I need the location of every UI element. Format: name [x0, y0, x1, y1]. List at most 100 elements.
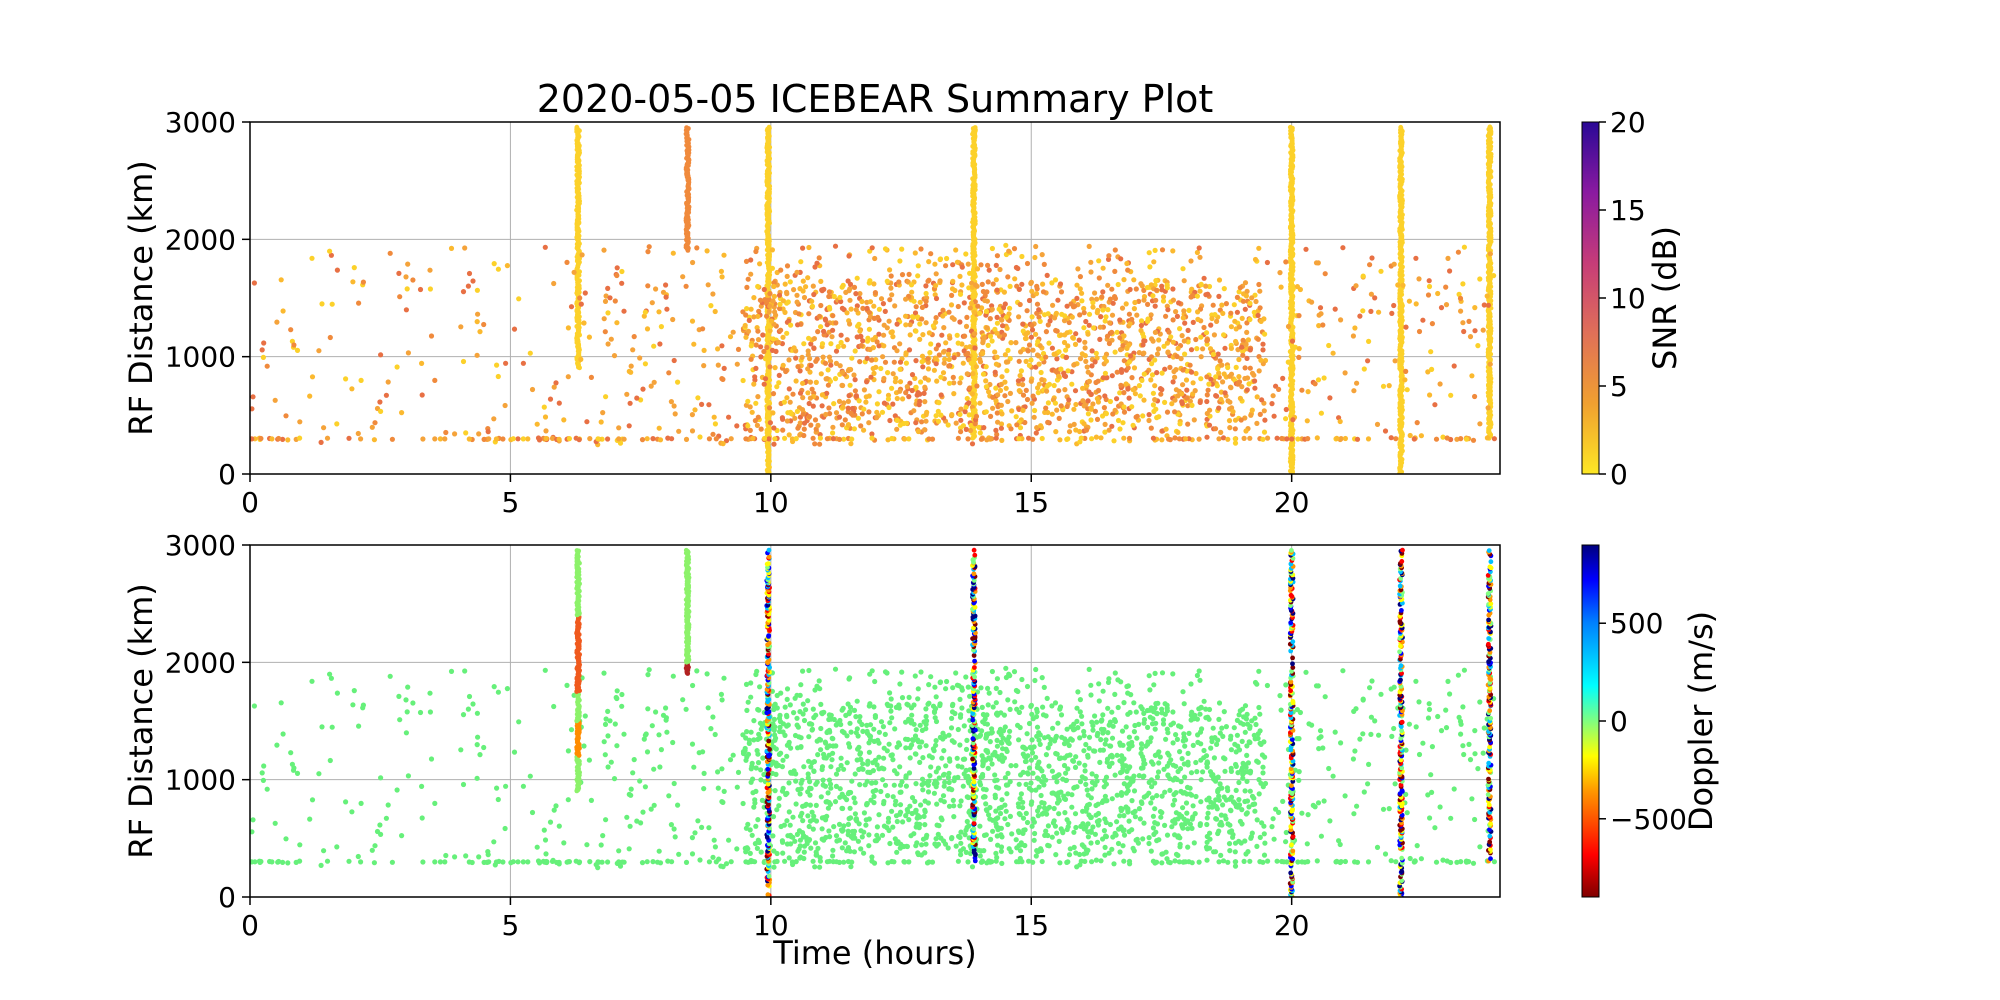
snr-point: [1131, 277, 1137, 283]
snr-point: [1485, 405, 1491, 411]
snr-point: [888, 329, 894, 335]
snr-point: [1227, 425, 1233, 431]
snr-point: [853, 307, 859, 313]
snr-point: [631, 334, 637, 340]
snr-point: [762, 297, 768, 303]
snr-point: [695, 395, 701, 401]
snr-point: [644, 326, 651, 332]
snr-point: [924, 409, 930, 415]
snr-point: [432, 377, 438, 383]
snr-point: [1455, 249, 1461, 255]
snr-point: [966, 400, 972, 406]
snr-point: [744, 306, 750, 312]
snr-point: [1210, 351, 1217, 357]
snr-point: [1187, 362, 1193, 368]
snr-point: [807, 395, 814, 401]
snr-point: [923, 290, 929, 297]
doppler-point: [798, 682, 804, 688]
snr-point: [1155, 346, 1162, 352]
snr-point: [949, 315, 955, 321]
snr-point: [419, 392, 425, 398]
doppler-point: [889, 715, 895, 721]
snr-point: [280, 308, 286, 314]
snr-point: [999, 374, 1005, 380]
snr-point: [928, 251, 934, 257]
snr-point: [1295, 436, 1301, 442]
snr-streak-point: [766, 124, 772, 130]
snr-point: [891, 359, 897, 365]
snr-point: [1194, 249, 1200, 256]
snr-point: [943, 340, 949, 346]
snr-point: [919, 304, 926, 310]
snr-point: [543, 428, 549, 434]
snr-point: [1079, 290, 1085, 296]
snr-point: [1115, 281, 1121, 288]
snr-point: [671, 403, 677, 409]
snr-point: [1061, 339, 1068, 346]
doppler-point: [1392, 781, 1398, 787]
snr-point: [1403, 324, 1409, 330]
snr-point: [611, 353, 618, 359]
doppler-point: [915, 696, 921, 702]
snr-point: [906, 347, 913, 353]
snr-point: [1152, 397, 1158, 403]
snr-point: [309, 374, 316, 380]
snr-x-tick-label: 5: [502, 486, 520, 519]
snr-point: [1083, 358, 1089, 364]
snr-point: [719, 376, 725, 382]
snr-streak-point: [574, 124, 580, 130]
snr-point: [1072, 341, 1079, 347]
snr-point: [1096, 275, 1102, 281]
snr-point: [1141, 371, 1147, 377]
snr-point: [327, 248, 333, 254]
snr-point: [995, 419, 1001, 425]
snr-point: [1365, 358, 1371, 364]
snr-point: [978, 262, 984, 268]
snr-point: [1232, 426, 1238, 432]
snr-point: [830, 430, 836, 436]
snr-point: [356, 300, 362, 306]
snr-point: [1053, 368, 1059, 374]
snr-point: [1069, 314, 1075, 320]
snr-point: [913, 420, 919, 426]
snr-point: [1118, 367, 1125, 373]
snr-point: [1180, 266, 1186, 272]
snr-point: [791, 345, 797, 351]
doppler-point: [689, 851, 696, 857]
snr-point: [1040, 289, 1047, 295]
snr-point: [839, 284, 845, 290]
snr-point: [1338, 317, 1344, 323]
doppler-point: [1158, 814, 1164, 820]
snr-point: [1164, 282, 1170, 288]
snr-point: [923, 298, 929, 304]
snr-point: [1016, 358, 1022, 364]
snr-point: [920, 332, 926, 338]
doppler-point: [1074, 718, 1080, 725]
snr-point: [405, 261, 411, 267]
snr-point: [869, 245, 875, 251]
snr-point: [371, 437, 377, 443]
snr-point: [1091, 325, 1097, 331]
snr-point: [1036, 353, 1042, 359]
doppler-point: [1057, 860, 1063, 866]
snr-point: [1438, 305, 1445, 311]
snr-point: [491, 416, 497, 422]
snr-point: [820, 354, 826, 360]
snr-point: [764, 313, 770, 319]
snr-point: [343, 376, 349, 382]
snr-point: [1238, 417, 1244, 423]
snr-point: [957, 291, 964, 297]
snr-point: [1008, 340, 1014, 346]
snr-point: [845, 368, 852, 374]
doppler-point: [556, 823, 562, 829]
snr-point: [880, 354, 886, 360]
snr-point: [830, 424, 836, 430]
doppler-point: [1467, 757, 1474, 763]
snr-point: [985, 342, 991, 348]
snr-point: [1002, 379, 1008, 385]
doppler-point: [1296, 769, 1302, 775]
doppler-point: [1327, 818, 1333, 824]
snr-point: [889, 385, 895, 391]
